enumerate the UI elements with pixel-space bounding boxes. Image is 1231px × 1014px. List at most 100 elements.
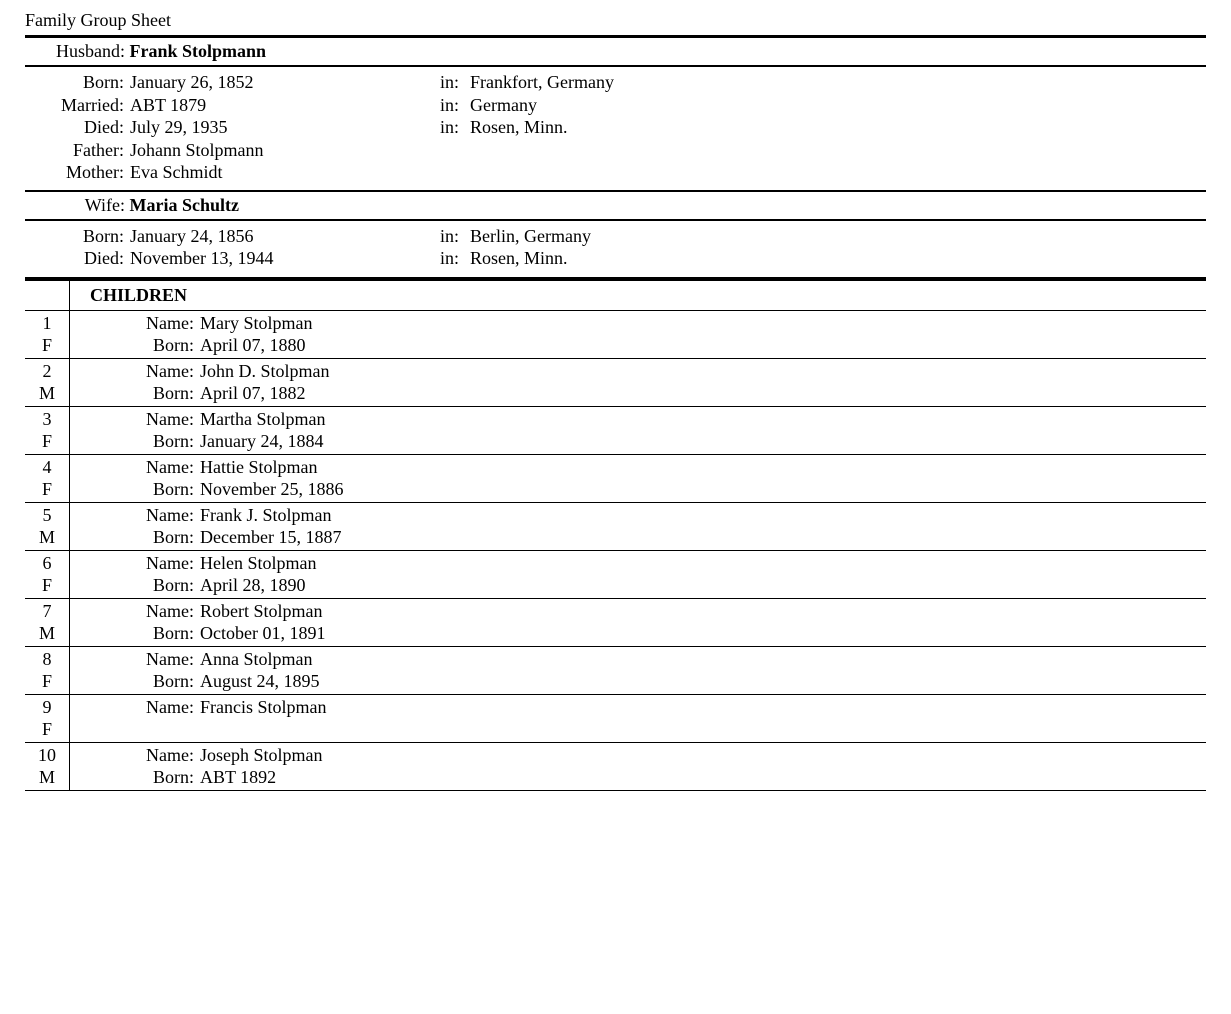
detail-row: Died:July 29, 1935in:Rosen, Minn. <box>25 116 1206 139</box>
child-name-label: Name: <box>70 600 200 623</box>
detail-value: Eva Schmidt <box>130 161 440 184</box>
detail-in-label: in: <box>440 71 470 94</box>
child-name-value: Helen Stolpman <box>200 552 1206 575</box>
detail-value: ABT 1879 <box>130 94 440 117</box>
child-row: 1FName:Mary StolpmanBorn:April 07, 1880 <box>25 310 1206 358</box>
child-name-label: Name: <box>70 744 200 767</box>
child-content: Name:Mary StolpmanBorn:April 07, 1880 <box>70 311 1206 358</box>
detail-row: Died:November 13, 1944in:Rosen, Minn. <box>25 247 1206 270</box>
detail-label: Born: <box>25 225 130 248</box>
detail-value: January 26, 1852 <box>130 71 440 94</box>
child-born-label <box>70 718 200 741</box>
detail-in-value <box>470 161 1206 184</box>
child-number: 2 <box>25 360 69 383</box>
child-content: Name:Martha StolpmanBorn:January 24, 188… <box>70 407 1206 454</box>
child-name-label: Name: <box>70 648 200 671</box>
child-row: 7MName:Robert StolpmanBorn:October 01, 1… <box>25 598 1206 646</box>
detail-value: Johann Stolpmann <box>130 139 440 162</box>
child-born-row: Born:ABT 1892 <box>70 766 1206 789</box>
child-name-label: Name: <box>70 408 200 431</box>
child-row: 8FName:Anna StolpmanBorn:August 24, 1895 <box>25 646 1206 694</box>
child-sex: M <box>25 526 69 549</box>
child-sex: F <box>25 574 69 597</box>
child-number: 9 <box>25 696 69 719</box>
child-born-row <box>70 718 1206 741</box>
child-number: 8 <box>25 648 69 671</box>
detail-label: Died: <box>25 116 130 139</box>
child-number: 6 <box>25 552 69 575</box>
child-born-label: Born: <box>70 526 200 549</box>
husband-label: Husband: <box>25 41 125 62</box>
child-index: 8F <box>25 647 70 694</box>
husband-details: Born:January 26, 1852in:Frankfort, Germa… <box>25 67 1206 190</box>
husband-name: Frank Stolpmann <box>130 41 267 61</box>
child-name-label: Name: <box>70 696 200 719</box>
detail-in-value: Rosen, Minn. <box>470 116 1206 139</box>
children-header-row: CHILDREN <box>25 279 1206 310</box>
child-name-label: Name: <box>70 504 200 527</box>
child-born-value: April 07, 1880 <box>200 334 1206 357</box>
child-name-label: Name: <box>70 312 200 335</box>
child-name-row: Name:Helen Stolpman <box>70 552 1206 575</box>
child-row: 4FName:Hattie StolpmanBorn:November 25, … <box>25 454 1206 502</box>
child-born-row: Born:November 25, 1886 <box>70 478 1206 501</box>
child-name-row: Name:Anna Stolpman <box>70 648 1206 671</box>
child-name-row: Name:Joseph Stolpman <box>70 744 1206 767</box>
wife-name: Maria Schultz <box>130 195 240 215</box>
child-born-label: Born: <box>70 334 200 357</box>
wife-label: Wife: <box>25 195 125 216</box>
child-number: 7 <box>25 600 69 623</box>
child-sex: F <box>25 334 69 357</box>
child-born-row: Born:April 28, 1890 <box>70 574 1206 597</box>
sheet-title: Family Group Sheet <box>25 10 1206 31</box>
child-name-value: John D. Stolpman <box>200 360 1206 383</box>
child-row: 9FName:Francis Stolpman <box>25 694 1206 742</box>
child-index: 1F <box>25 311 70 358</box>
child-row: 6FName:Helen StolpmanBorn:April 28, 1890 <box>25 550 1206 598</box>
child-sex: M <box>25 622 69 645</box>
child-index: 7M <box>25 599 70 646</box>
child-born-value: ABT 1892 <box>200 766 1206 789</box>
wife-details: Born:January 24, 1856in:Berlin, GermanyD… <box>25 221 1206 276</box>
detail-in-label <box>440 161 470 184</box>
child-name-value: Mary Stolpman <box>200 312 1206 335</box>
detail-in-value: Rosen, Minn. <box>470 247 1206 270</box>
child-index: 5M <box>25 503 70 550</box>
child-sex: F <box>25 478 69 501</box>
child-sex: F <box>25 718 69 741</box>
child-name-value: Joseph Stolpman <box>200 744 1206 767</box>
child-row: 3FName:Martha StolpmanBorn:January 24, 1… <box>25 406 1206 454</box>
children-index-header <box>25 281 70 310</box>
child-born-label: Born: <box>70 574 200 597</box>
child-name-row: Name:Martha Stolpman <box>70 408 1206 431</box>
child-born-label: Born: <box>70 766 200 789</box>
detail-label: Father: <box>25 139 130 162</box>
child-born-row: Born:October 01, 1891 <box>70 622 1206 645</box>
child-born-row: Born:December 15, 1887 <box>70 526 1206 549</box>
child-row: 10MName:Joseph StolpmanBorn:ABT 1892 <box>25 742 1206 790</box>
child-number: 3 <box>25 408 69 431</box>
child-born-label: Born: <box>70 382 200 405</box>
child-row: 2MName:John D. StolpmanBorn:April 07, 18… <box>25 358 1206 406</box>
child-name-label: Name: <box>70 552 200 575</box>
detail-row: Married:ABT 1879in:Germany <box>25 94 1206 117</box>
child-number: 5 <box>25 504 69 527</box>
child-name-row: Name:Frank J. Stolpman <box>70 504 1206 527</box>
detail-in-label: in: <box>440 94 470 117</box>
child-index: 2M <box>25 359 70 406</box>
child-name-value: Martha Stolpman <box>200 408 1206 431</box>
child-born-value <box>200 718 1206 741</box>
child-name-row: Name:John D. Stolpman <box>70 360 1206 383</box>
child-born-row: Born:August 24, 1895 <box>70 670 1206 693</box>
child-content: Name:Francis Stolpman <box>70 695 1206 742</box>
child-name-value: Robert Stolpman <box>200 600 1206 623</box>
child-name-row: Name:Hattie Stolpman <box>70 456 1206 479</box>
child-sex: F <box>25 430 69 453</box>
detail-value: January 24, 1856 <box>130 225 440 248</box>
child-content: Name:Robert StolpmanBorn:October 01, 189… <box>70 599 1206 646</box>
detail-label: Married: <box>25 94 130 117</box>
divider <box>25 790 1206 791</box>
wife-header: Wife: Maria Schultz <box>25 192 1206 219</box>
child-born-value: November 25, 1886 <box>200 478 1206 501</box>
child-born-label: Born: <box>70 430 200 453</box>
